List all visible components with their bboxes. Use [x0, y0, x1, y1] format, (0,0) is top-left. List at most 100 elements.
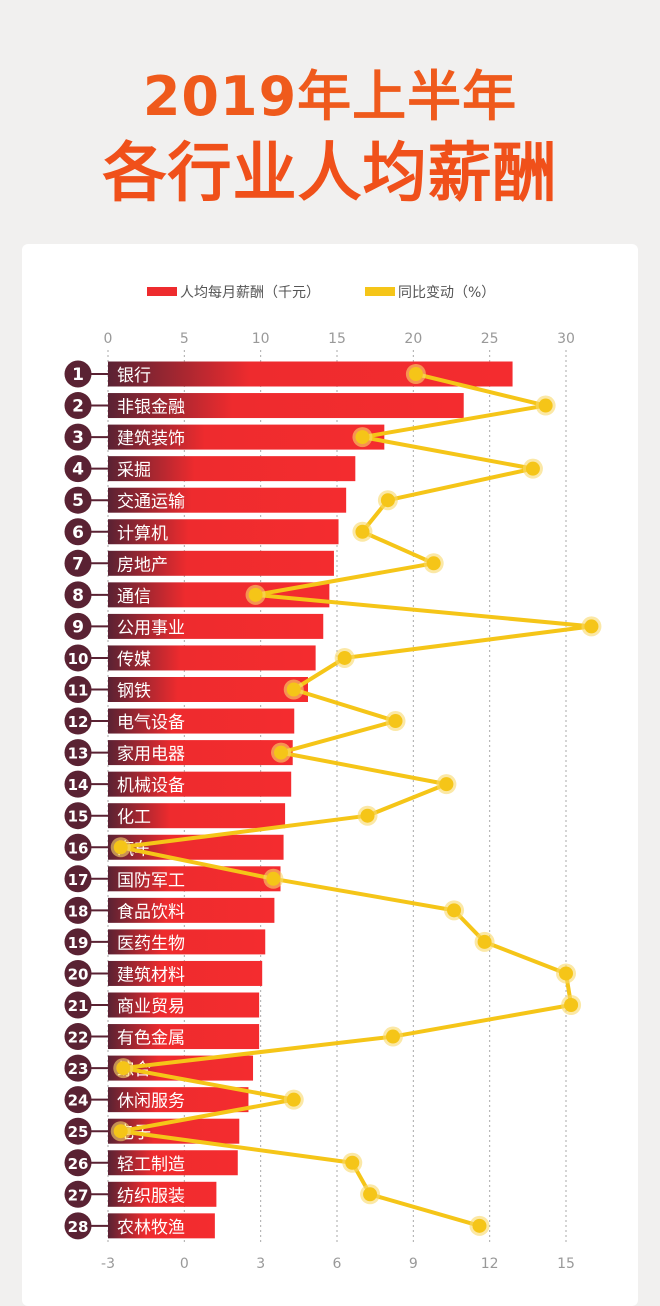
change-point-汽车: [113, 840, 128, 855]
rank-badge: [64, 896, 92, 924]
rank-number: 1: [72, 365, 84, 385]
bar-国防军工: [108, 866, 281, 892]
bar-纺织服装: [108, 1181, 217, 1207]
legend-label-salary: 人均每月薪酬（千元）: [180, 285, 320, 301]
legend-label-change: 同比变动（%）: [398, 285, 495, 301]
change-point-计算机: [355, 524, 370, 539]
category-label: 家用电器: [117, 745, 185, 765]
rank-badge: [64, 865, 92, 893]
category-label: 有色金属: [117, 1029, 185, 1049]
category-label: 轻工制造: [117, 1155, 185, 1175]
rank-number: 20: [68, 965, 89, 983]
category-label: 通信: [117, 587, 151, 607]
rank-number: 4: [72, 460, 84, 480]
rank-number: 17: [68, 871, 89, 889]
bar-轻工制造: [108, 1150, 238, 1176]
rank-number: 6: [72, 523, 84, 543]
rank-number: 9: [72, 617, 84, 637]
rank-badge: [64, 1180, 92, 1208]
top-axis-tick-label: 0: [104, 331, 113, 347]
rank-badge: [64, 423, 92, 451]
bar-采掘: [108, 456, 356, 482]
rank-badge: [64, 802, 92, 830]
category-label: 建筑材料: [117, 965, 185, 985]
rank-number: 26: [68, 1155, 89, 1173]
bottom-axis-tick-label: 15: [557, 1256, 575, 1272]
bar-医药生物: [108, 929, 266, 955]
rank-number: 12: [68, 713, 89, 731]
category-label: 银行: [117, 366, 151, 386]
top-axis-tick-label: 25: [481, 331, 499, 347]
bar-食品饮料: [108, 897, 275, 923]
title-line-1: 2019年上半年: [142, 65, 518, 128]
bar-非银金融: [108, 393, 464, 419]
rank-badge: [64, 1023, 92, 1051]
rank-badge: [64, 1212, 92, 1240]
change-line: [118, 372, 594, 1228]
change-point-家用电器: [274, 745, 289, 760]
change-point-钢铁: [286, 682, 301, 697]
bar-房地产: [108, 550, 334, 576]
top-axis-tick-label: 30: [557, 331, 575, 347]
rank-number: 2: [72, 397, 84, 417]
top-axis-tick-label: 10: [252, 331, 270, 347]
rank-badge: [64, 1086, 92, 1114]
change-point-化工: [360, 808, 375, 823]
change-point-休闲服务: [286, 1092, 301, 1107]
category-label: 钢铁: [117, 682, 151, 702]
rank-badge: [64, 581, 92, 609]
rank-badge: [64, 1149, 92, 1177]
rank-badge: [64, 959, 92, 987]
category-label: 计算机: [117, 524, 168, 544]
rank-number: 15: [68, 808, 89, 826]
change-point-银行: [408, 367, 423, 381]
change-point-交通运输: [380, 493, 395, 508]
rank-number: 13: [68, 745, 89, 763]
bar-机械设备: [108, 771, 292, 797]
change-point-采掘: [525, 461, 540, 476]
category-label: 电气设备: [117, 713, 185, 733]
bar-电气设备: [108, 708, 295, 734]
change-point-机械设备: [439, 777, 454, 792]
rank-number: 5: [72, 491, 84, 511]
category-label: 食品饮料: [117, 902, 185, 922]
category-label: 采掘: [117, 461, 151, 481]
bar-建筑材料: [108, 960, 263, 986]
change-point-轻工制造: [345, 1155, 360, 1170]
category-label: 非银金融: [117, 398, 185, 418]
category-label: 交通运输: [117, 492, 185, 512]
rank-number: 22: [68, 1029, 89, 1047]
bar-休闲服务: [108, 1087, 249, 1113]
rank-badge: [64, 676, 92, 703]
category-label: 房地产: [117, 555, 168, 575]
rank-badge: [64, 360, 92, 388]
bottom-axis-tick-label: 3: [256, 1256, 265, 1272]
category-label: 建筑装饰: [117, 429, 185, 449]
category-label: 纺织服装: [117, 1186, 185, 1206]
bar-公用事业: [108, 613, 324, 639]
category-label: 传媒: [117, 650, 151, 670]
bottom-axis-tick-label: 12: [481, 1256, 499, 1272]
rank-badge: [64, 991, 92, 1019]
change-point-农林牧渔: [472, 1218, 487, 1233]
rank-number: 24: [68, 1092, 89, 1110]
change-point-房地产: [426, 556, 441, 571]
category-label: 公用事业: [117, 618, 185, 638]
legend: 人均每月薪酬（千元） 同比变动（%）: [147, 285, 495, 301]
category-label: 商业贸易: [117, 997, 185, 1017]
category-label: 休闲服务: [117, 1092, 185, 1112]
change-point-通信: [248, 587, 263, 602]
bar-交通运输: [108, 487, 347, 513]
rank-number: 14: [68, 776, 89, 794]
change-point-有色金属: [385, 1029, 400, 1044]
rank-number: 11: [68, 682, 89, 700]
bar-家用电器: [108, 740, 293, 766]
bar-农林牧渔: [108, 1213, 215, 1239]
bar-计算机: [108, 519, 339, 545]
title-line-2: 各行业人均薪酬: [102, 137, 558, 211]
rank-badge: [64, 455, 92, 483]
rank-badge: [64, 707, 92, 735]
top-axis-tick-label: 20: [404, 331, 422, 347]
rank-badge: [64, 612, 92, 640]
change-point-公用事业: [584, 619, 599, 634]
